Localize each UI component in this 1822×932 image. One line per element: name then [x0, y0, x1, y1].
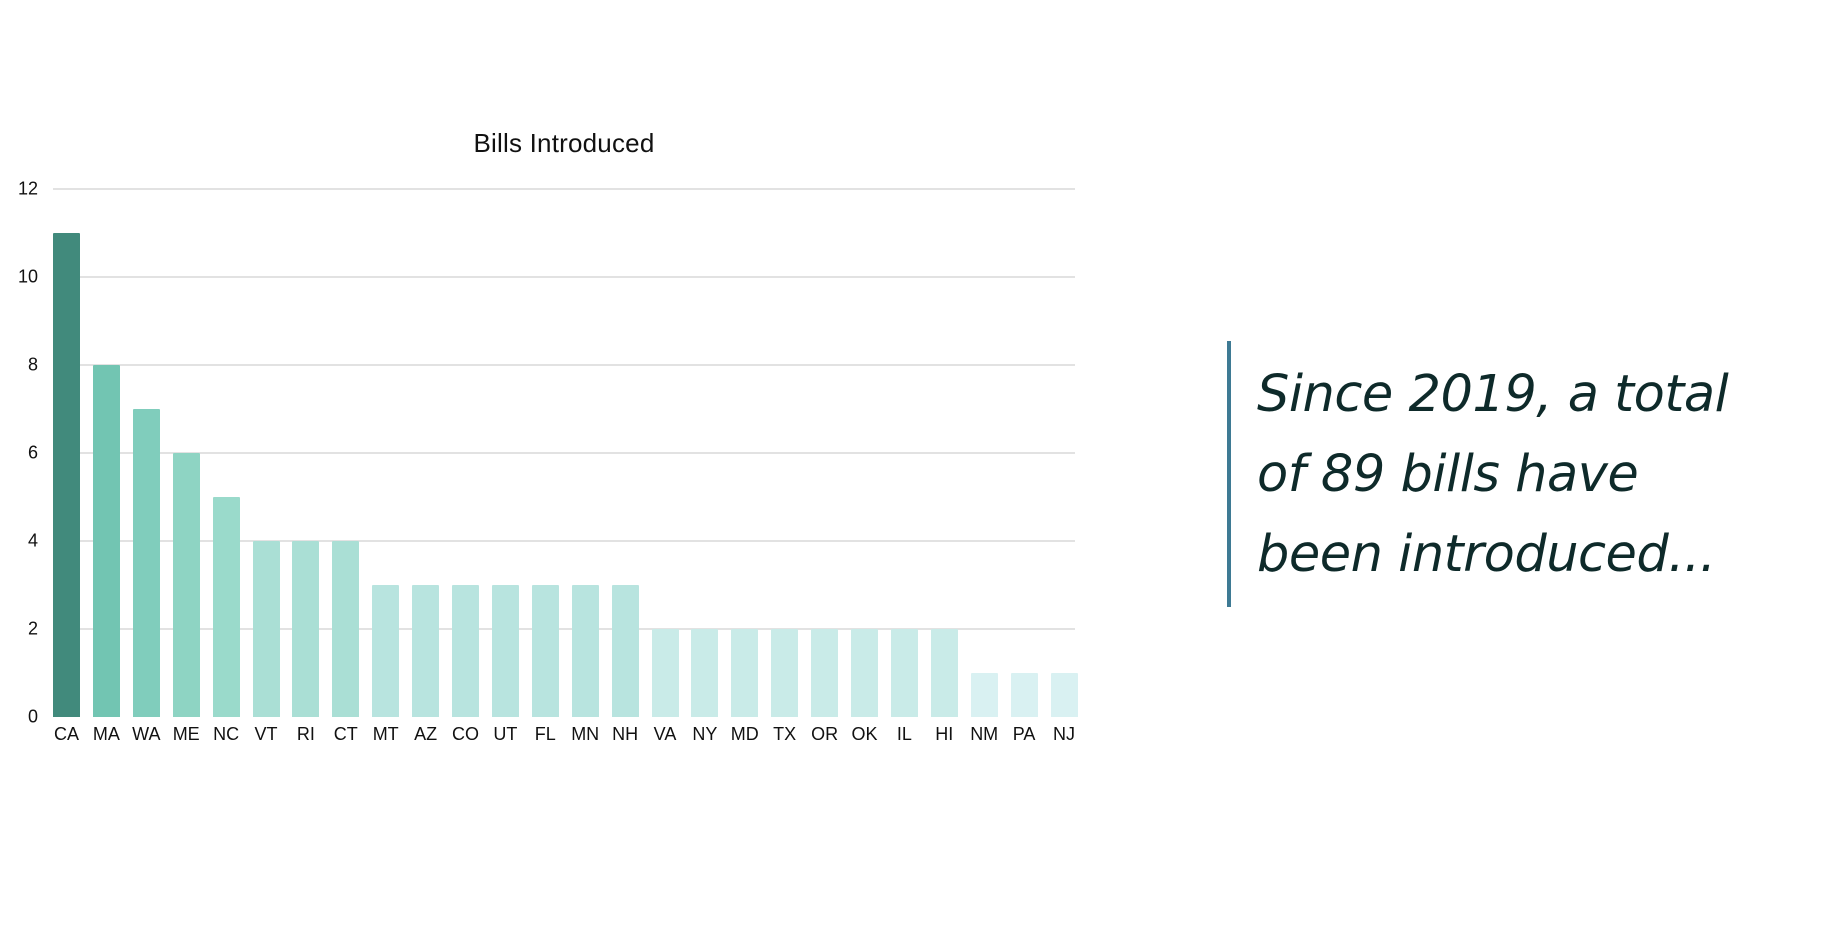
- x-tick-label: NM: [970, 724, 999, 744]
- x-tick-label: FL: [534, 724, 556, 744]
- bar-il: [890, 629, 918, 717]
- x-tick-label: NH: [612, 724, 639, 744]
- x-tick-label: NJ: [1053, 724, 1075, 744]
- plot-area: [53, 188, 1078, 717]
- x-tick-label: ME: [172, 724, 200, 744]
- bar-hi: [930, 629, 958, 717]
- x-tick-label: MD: [730, 724, 759, 744]
- chart-title: Bills Introduced: [473, 128, 655, 158]
- bar-nc: [212, 497, 240, 717]
- y-tick-label: 12: [17, 178, 38, 199]
- x-tick-label: VA: [653, 724, 677, 744]
- bar-ca: [53, 233, 80, 717]
- x-tick-label: IL: [896, 724, 912, 744]
- gridline: [53, 276, 1075, 278]
- x-tick-label: PA: [1012, 724, 1036, 744]
- x-tick-label: WA: [132, 724, 161, 744]
- bar-va: [651, 629, 679, 717]
- x-tick-label: MA: [92, 724, 120, 744]
- x-axis: CA MA WA ME NC VT RI CT MT AZ CO UT FL MN NH VA NY MD TX OR…: [53, 724, 1075, 748]
- bar-fl: [531, 585, 559, 717]
- x-tick-label: TX: [773, 724, 797, 744]
- x-tick-label: NC: [213, 724, 240, 744]
- bar-nm: [970, 673, 998, 717]
- bar-ri: [292, 541, 320, 717]
- bar-az: [412, 585, 440, 717]
- x-tick-label: RI: [296, 724, 315, 744]
- x-tick-label: HI: [935, 724, 954, 744]
- y-tick-label: 0: [27, 706, 38, 727]
- y-tick-label: 8: [27, 354, 38, 375]
- x-tick-label: CA: [53, 724, 79, 744]
- bar-pa: [1010, 673, 1038, 717]
- gridline: [53, 452, 1075, 454]
- bar-me: [172, 453, 200, 717]
- callout-line-1: Since 2019, a total: [1257, 365, 1729, 424]
- x-tick-label: MT: [372, 724, 399, 744]
- x-tick-label: CT: [333, 724, 358, 744]
- x-tick-label: AZ: [414, 724, 438, 744]
- bar-tx: [771, 629, 799, 717]
- callout-text: Since 2019, a total of 89 bills have bee…: [1257, 355, 1737, 595]
- y-tick-label: 4: [27, 530, 38, 551]
- bar-mn: [571, 585, 599, 717]
- bar-chart: Bills Introduced 0 2 4 6 8 10 12 CA MA WA ME NC VT R…: [17, 128, 1078, 748]
- bar-ok: [851, 629, 878, 717]
- x-tick-label: UT: [493, 724, 518, 744]
- y-tick-label: 10: [17, 266, 38, 287]
- bar-nh: [611, 585, 639, 717]
- callout-line-3: been introduced...: [1257, 525, 1716, 584]
- x-tick-label: OR: [811, 724, 839, 744]
- x-tick-label: NY: [692, 724, 718, 744]
- bar-nj: [1050, 673, 1078, 717]
- callout-line-2: of 89 bills have: [1257, 445, 1639, 504]
- gridline: [53, 188, 1075, 190]
- callout-quote: Since 2019, a total of 89 bills have bee…: [1227, 341, 1751, 607]
- bar-vt: [252, 541, 280, 717]
- bar-md: [731, 629, 759, 717]
- x-tick-label: MN: [571, 724, 600, 744]
- bar-ut: [491, 585, 519, 717]
- bar-wa: [132, 409, 160, 717]
- x-tick-label: CO: [452, 724, 479, 744]
- gridline: [53, 364, 1075, 366]
- bar-ny: [691, 629, 719, 717]
- bar-ct: [332, 541, 360, 717]
- y-tick-label: 6: [27, 442, 38, 463]
- gridline: [53, 628, 1075, 630]
- x-tick-label: VT: [254, 724, 278, 744]
- y-tick-label: 2: [27, 618, 38, 639]
- bar-ma: [92, 365, 120, 717]
- x-tick-label: OK: [851, 724, 878, 744]
- gridline: [53, 540, 1075, 542]
- bar-co: [452, 585, 479, 717]
- bar-mt: [372, 585, 400, 717]
- bar-or: [811, 629, 839, 717]
